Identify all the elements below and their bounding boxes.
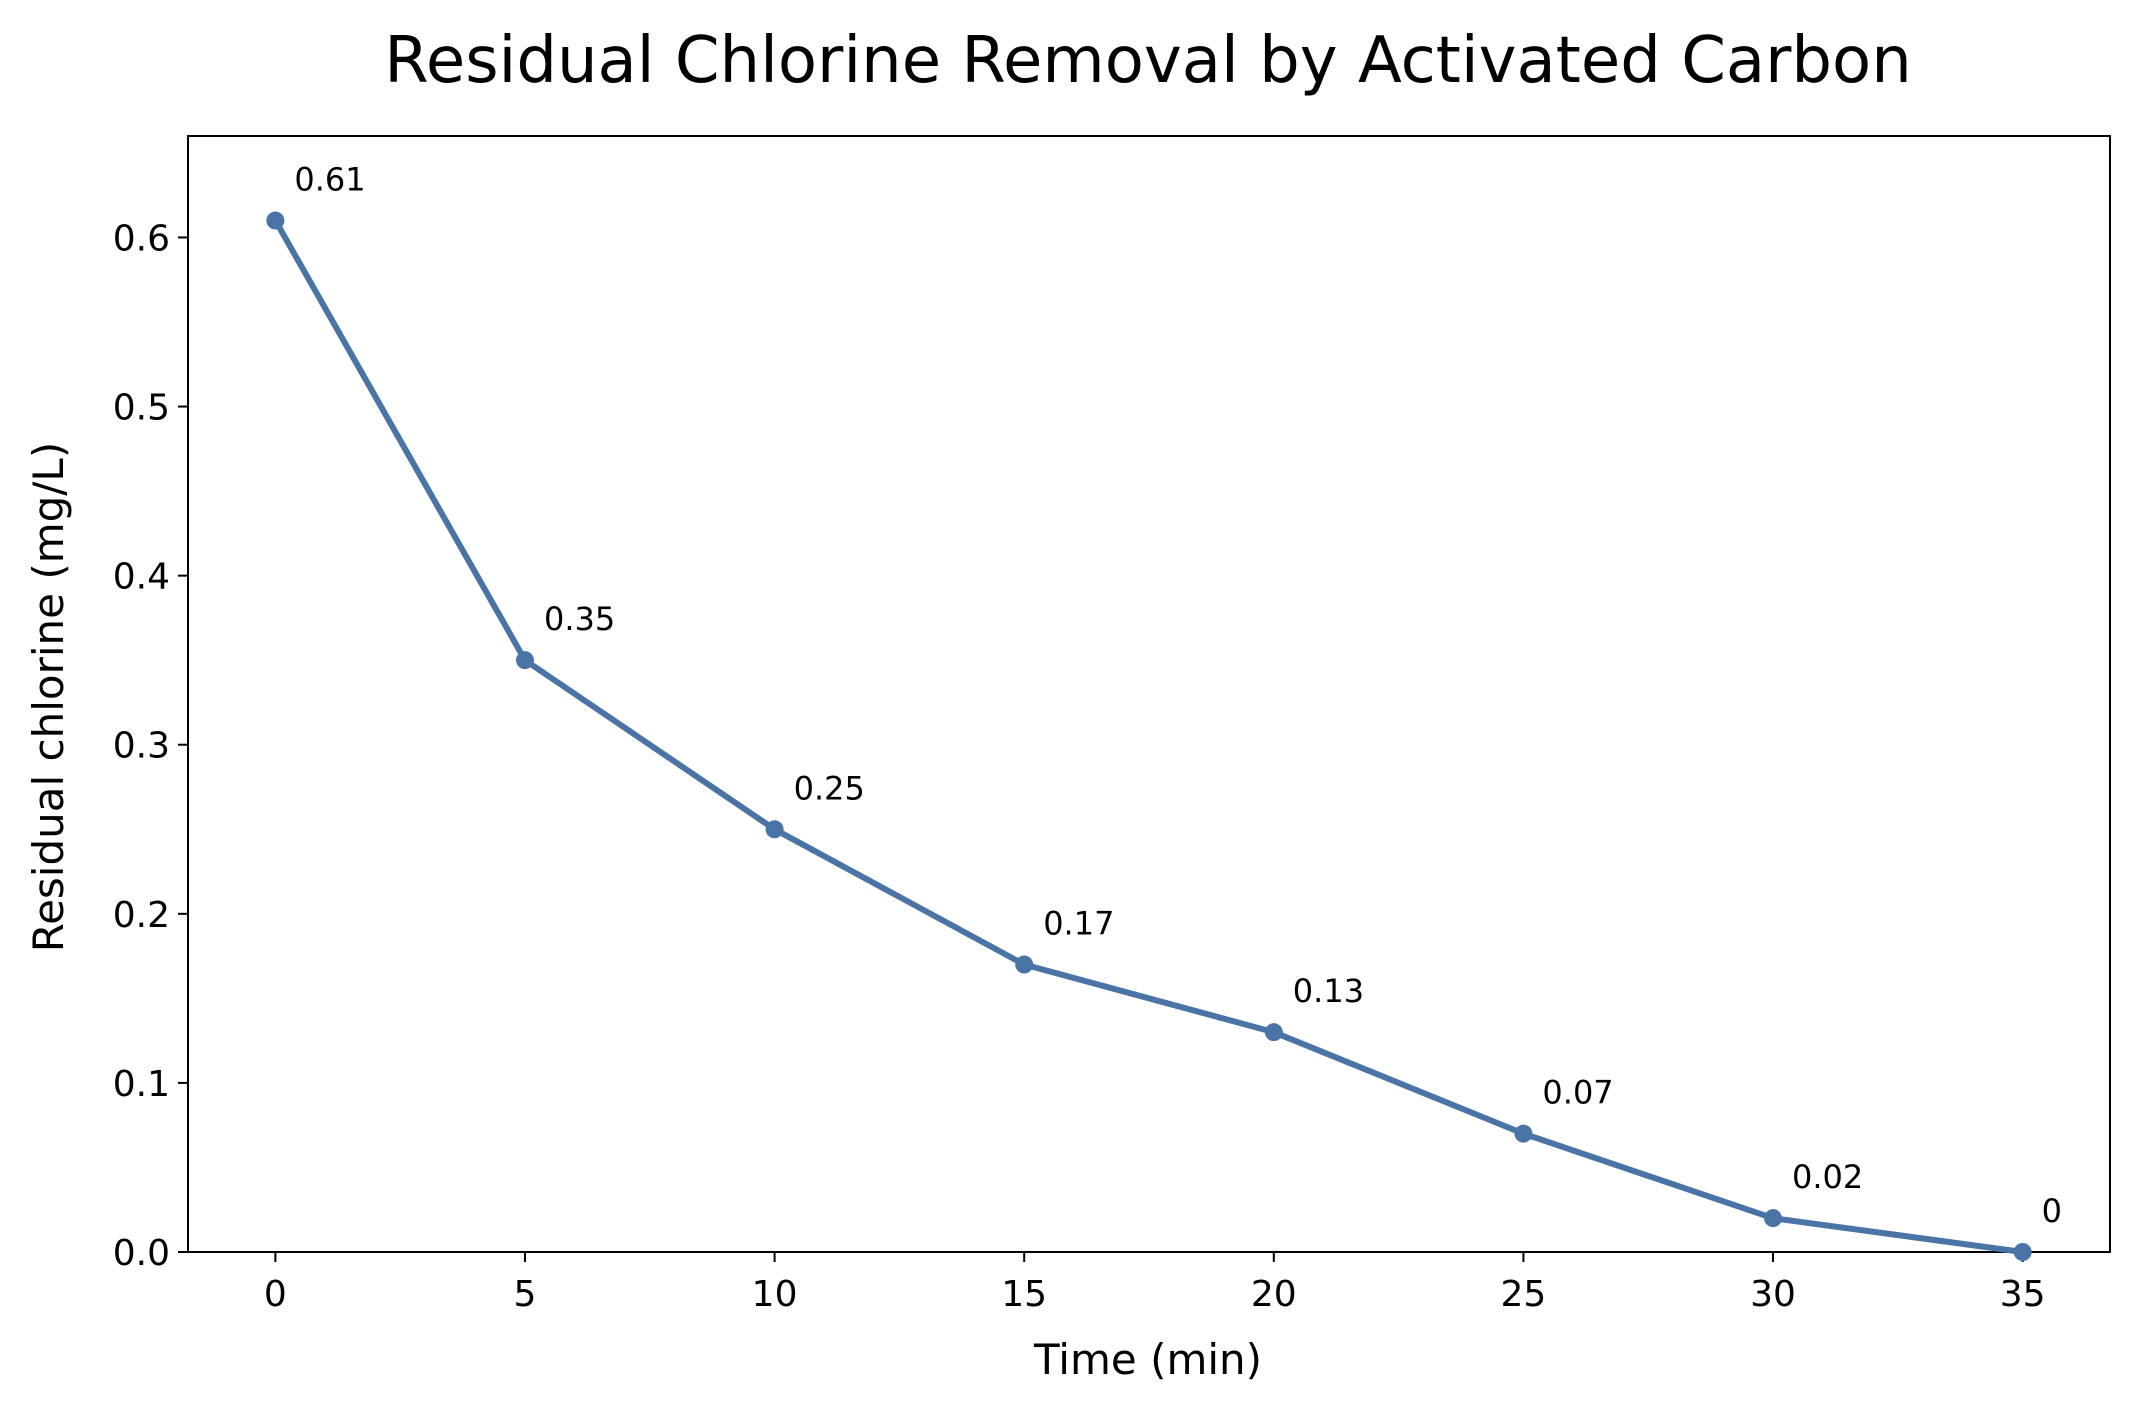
- data-point: [515, 651, 534, 670]
- data-point: [1764, 1209, 1783, 1228]
- plot-area: [187, 135, 2111, 1253]
- data-point: [1264, 1023, 1283, 1042]
- x-tick-label: 25: [1501, 1274, 1547, 1315]
- x-tick-label: 20: [1251, 1274, 1297, 1315]
- series-line-group: [272, 217, 2026, 1255]
- y-tick-label: 0.0: [113, 1233, 170, 1274]
- data-label: 0.61: [294, 161, 365, 199]
- x-tick-label: 0: [264, 1274, 287, 1315]
- y-tick-label: 0.4: [113, 557, 170, 598]
- data-point: [266, 211, 285, 230]
- x-tick-label: 15: [1001, 1274, 1047, 1315]
- x-axis: 0 5 10 15 20 25 30 35: [264, 1252, 2046, 1315]
- data-label: 0.07: [1542, 1074, 1613, 1112]
- x-tick-label: 10: [752, 1274, 798, 1315]
- y-tick-label: 0.1: [113, 1064, 170, 1105]
- data-points-group: [266, 211, 2032, 1261]
- data-point: [1015, 955, 1034, 974]
- y-tick-label: 0.6: [113, 218, 170, 259]
- x-tick-label: 30: [1750, 1274, 1796, 1315]
- x-tick-label: 35: [2000, 1274, 2046, 1315]
- y-axis-label: Residual chlorine (mg/L): [24, 442, 73, 952]
- x-tick-label: 5: [514, 1274, 537, 1315]
- data-label: 0.02: [1792, 1158, 1863, 1196]
- y-tick-label: 0.3: [113, 726, 170, 767]
- y-tick-label: 0.5: [113, 388, 170, 429]
- chart-title: Residual Chlorine Removal by Activated C…: [384, 24, 1912, 98]
- data-label: 0.35: [544, 600, 615, 638]
- y-axis: 0.0 0.1 0.2 0.3 0.4 0.5 0.6: [113, 218, 188, 1274]
- data-label: 0.17: [1043, 905, 1114, 943]
- data-labels-group: 0.61 0.35 0.25 0.17 0.13 0.07 0.02 0: [294, 161, 2062, 1230]
- data-point: [765, 820, 784, 839]
- data-label: 0: [2042, 1192, 2062, 1230]
- data-point: [1514, 1124, 1533, 1143]
- x-axis-label: Time (min): [1033, 1335, 1262, 1384]
- data-point: [2013, 1243, 2032, 1261]
- data-label: 0.13: [1293, 972, 1364, 1010]
- y-tick-label: 0.2: [113, 895, 170, 936]
- series-line: [272, 217, 2026, 1255]
- plot-frame: [187, 135, 2111, 1253]
- data-label: 0.25: [794, 769, 865, 807]
